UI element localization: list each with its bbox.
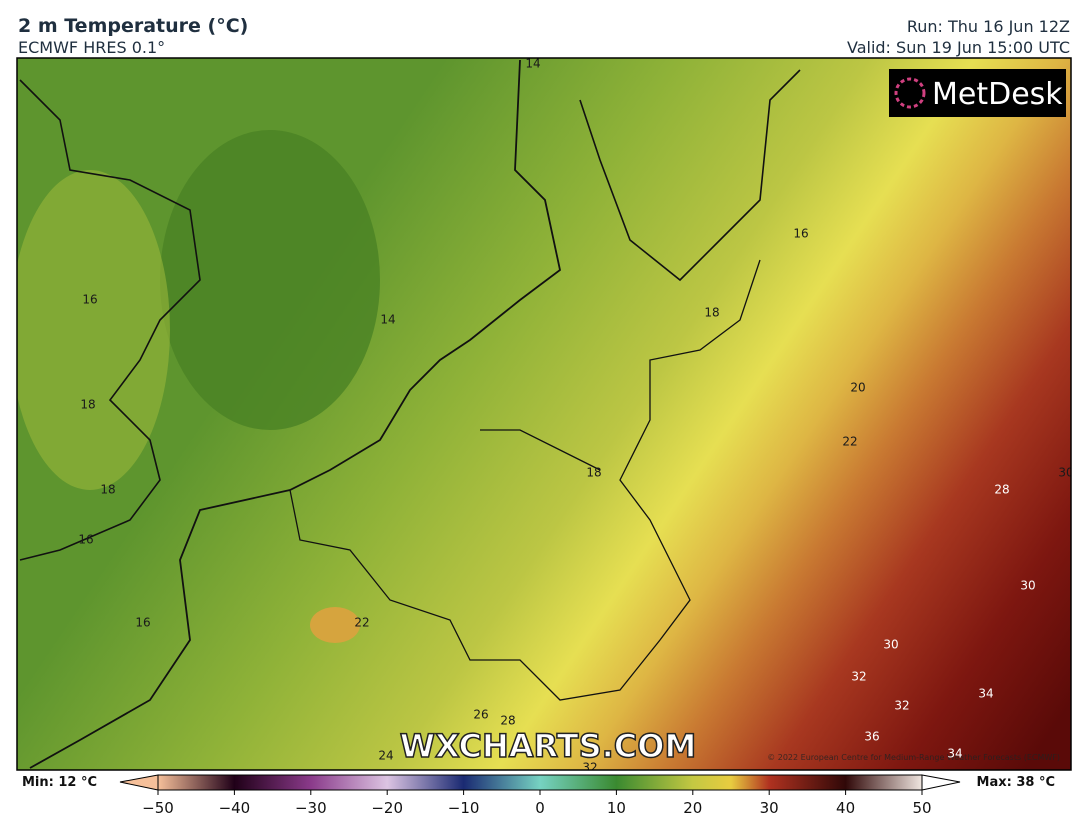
colorbar-tick-label: −10 xyxy=(448,799,480,817)
contour-label: 18 xyxy=(80,398,95,412)
contour-label: 16 xyxy=(135,616,150,630)
colorbar xyxy=(157,774,923,791)
land-area xyxy=(17,170,170,490)
logo-box xyxy=(889,69,1066,117)
contour-label: 18 xyxy=(704,306,719,320)
colorbar-tick-label: 30 xyxy=(760,799,779,817)
max-label: Max: 38 °C xyxy=(977,775,1055,790)
colorbar-tick-label: 50 xyxy=(912,799,931,817)
contour-label: 34 xyxy=(947,747,962,761)
logo-icon xyxy=(894,77,926,109)
contour-label: 30 xyxy=(1058,466,1073,480)
contour-label: 26 xyxy=(473,708,488,722)
map: MetDesk WXCHARTS.COM © 2022 European Cen… xyxy=(17,57,1073,775)
title: 2 m Temperature (°C) xyxy=(18,15,248,37)
valid-time: Valid: Sun 19 Jun 15:00 UTC xyxy=(847,38,1070,57)
colorbar-tick-label: 40 xyxy=(836,799,855,817)
contour-label: 22 xyxy=(354,616,369,630)
run-time: Run: Thu 16 Jun 12Z xyxy=(907,17,1070,36)
contour-label: 36 xyxy=(864,730,879,744)
contour-label: 14 xyxy=(525,57,540,71)
colorbar-tick-label: 0 xyxy=(535,799,545,817)
subtitle: ECMWF HRES 0.1° xyxy=(18,38,165,57)
contour-label: 18 xyxy=(100,483,115,497)
contour-label: 30 xyxy=(1020,579,1035,593)
contour-label: 16 xyxy=(82,293,97,307)
contour-label: 18 xyxy=(586,466,601,480)
contour-label: 20 xyxy=(850,381,865,395)
colorbar-tick-label: 20 xyxy=(683,799,702,817)
map-frame xyxy=(16,57,1072,771)
colorbar-arrow xyxy=(119,774,159,791)
colorbar-arrow xyxy=(921,774,961,791)
colorbar-tick-label: −30 xyxy=(295,799,327,817)
colorbar-tick-label: −20 xyxy=(371,799,403,817)
coastline xyxy=(29,59,562,769)
contour-label: 22 xyxy=(842,435,857,449)
colorbar-tick-label: −50 xyxy=(142,799,174,817)
cool-area xyxy=(160,130,380,430)
contour-label: 16 xyxy=(793,227,808,241)
border xyxy=(289,259,761,701)
colorbar-tick-label: 10 xyxy=(607,799,626,817)
contour-label: 14 xyxy=(380,313,395,327)
coastline xyxy=(19,79,201,561)
copyright: © 2022 European Centre for Medium-Range … xyxy=(767,753,1060,762)
contour-label: 32 xyxy=(582,761,597,775)
contour-label: 24 xyxy=(378,749,393,763)
min-label: Min: 12 °C xyxy=(22,775,97,790)
watermark: WXCHARTS.COM xyxy=(400,727,697,765)
colorbar-tick-label: −40 xyxy=(219,799,251,817)
contour-label: 30 xyxy=(883,638,898,652)
contour-label: 28 xyxy=(500,714,515,728)
warm-spot xyxy=(310,607,360,643)
contour-label: 32 xyxy=(851,670,866,684)
coastline xyxy=(579,69,801,282)
contour-label: 16 xyxy=(78,533,93,547)
logo: MetDesk xyxy=(932,77,1063,112)
contour-label: 34 xyxy=(978,687,993,701)
contour-label: 32 xyxy=(894,699,909,713)
contour-label: 28 xyxy=(994,483,1009,497)
